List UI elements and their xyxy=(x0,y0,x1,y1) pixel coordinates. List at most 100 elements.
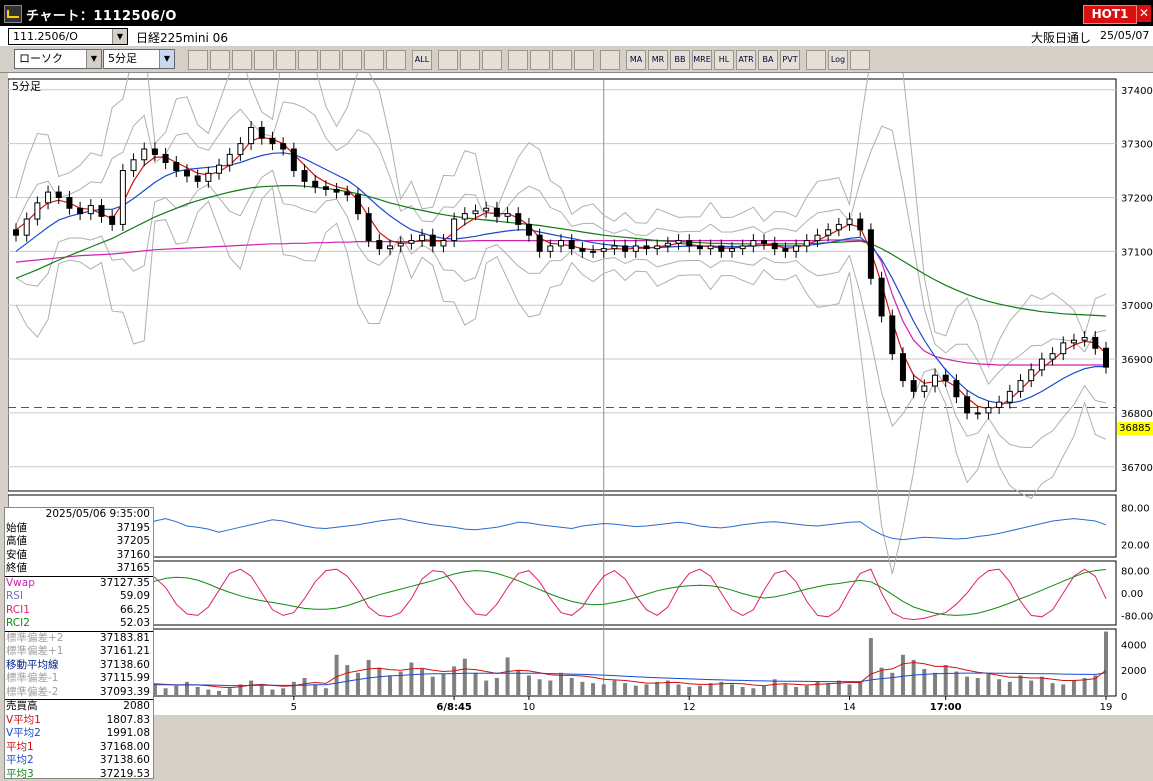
candle-body xyxy=(259,127,264,138)
candle-body xyxy=(922,386,927,391)
candle-body xyxy=(14,230,19,235)
undo-icon[interactable] xyxy=(298,50,318,70)
rsi-tick-label: 20.00 xyxy=(1121,541,1150,552)
cursor-icon[interactable] xyxy=(276,50,296,70)
hot-button[interactable]: HOT1 xyxy=(1083,5,1137,24)
candle-body xyxy=(505,214,510,217)
atr-icon[interactable]: ATR xyxy=(736,50,756,70)
trash-icon[interactable] xyxy=(342,50,362,70)
volume-bar xyxy=(1051,683,1055,696)
interval-select[interactable]: 5分足 ▼ xyxy=(103,49,175,69)
volume-bar xyxy=(805,686,809,696)
bb-icon[interactable]: BB xyxy=(670,50,690,70)
hl-icon[interactable]: HL xyxy=(714,50,734,70)
candle-body xyxy=(911,381,916,392)
info-key: 標準偏差+2 xyxy=(6,632,63,646)
ba-icon[interactable]: BA xyxy=(758,50,778,70)
candle-body xyxy=(986,408,991,413)
chevron-down-icon[interactable]: ▼ xyxy=(159,50,174,68)
blank-icon[interactable] xyxy=(600,50,620,70)
bars-icon[interactable] xyxy=(552,50,572,70)
brush-icon[interactable] xyxy=(460,50,480,70)
candle-body xyxy=(249,127,254,143)
volume-tick-label: 0 xyxy=(1121,692,1127,703)
volume-bar xyxy=(1008,682,1012,696)
volume-bar xyxy=(869,638,873,696)
volume-bar xyxy=(773,679,777,696)
candle-body xyxy=(430,235,435,246)
candle-body xyxy=(174,162,179,170)
volume-bar xyxy=(548,681,552,696)
window-icon[interactable] xyxy=(210,50,230,70)
volume-bar xyxy=(1040,677,1044,696)
note-icon[interactable] xyxy=(320,50,340,70)
pen-icon[interactable] xyxy=(232,50,252,70)
info-key: 標準偏差+1 xyxy=(6,645,63,659)
candle-body xyxy=(729,249,734,252)
volume-bar xyxy=(858,682,862,696)
close-button[interactable]: ✕ xyxy=(1137,5,1151,22)
volume-bar xyxy=(954,672,958,696)
info-key: 売買高 xyxy=(6,700,38,714)
mr-icon[interactable]: MR xyxy=(648,50,668,70)
info-row: 売買高 2080 xyxy=(5,699,153,714)
ma-icon[interactable]: MA xyxy=(626,50,646,70)
candle-body xyxy=(762,241,767,244)
volume-bar xyxy=(196,687,200,696)
volume-bar xyxy=(741,687,745,696)
candle-left-icon[interactable] xyxy=(364,50,384,70)
candle-body xyxy=(355,195,360,214)
chart-type-value: ローソク xyxy=(15,52,63,65)
chart-svg[interactable]: 3740037300372003710037000369003680036700… xyxy=(0,73,1153,715)
candle-body xyxy=(142,149,147,160)
volume-bar xyxy=(580,682,584,696)
symbol-select[interactable]: 111.2506/O ▼ xyxy=(8,28,128,45)
settings-icon[interactable] xyxy=(438,50,458,70)
instrument-name: 日経225mini 06 xyxy=(136,29,228,46)
candle-body xyxy=(868,230,873,278)
volume-bar xyxy=(730,684,734,696)
export-icon[interactable] xyxy=(850,50,870,70)
mre-icon[interactable]: MRE xyxy=(692,50,712,70)
info-value: 2080 xyxy=(123,700,150,714)
log-icon[interactable]: Log xyxy=(828,50,848,70)
color-icon[interactable] xyxy=(482,50,502,70)
candle-body xyxy=(644,246,649,249)
volume-bar xyxy=(441,674,445,696)
chevron-down-icon[interactable]: ▼ xyxy=(86,50,101,68)
panel-frame xyxy=(8,79,1116,491)
y-tick-label: 37200 xyxy=(1121,193,1153,204)
volume-bar xyxy=(463,659,467,696)
candle-body xyxy=(152,149,157,154)
eraser-icon[interactable] xyxy=(254,50,274,70)
candle-body xyxy=(900,354,905,381)
candle-body xyxy=(388,246,393,249)
chart-type-select[interactable]: ローソク ▼ xyxy=(14,49,102,69)
candle-body xyxy=(847,219,852,224)
zoom-icon[interactable] xyxy=(188,50,208,70)
candle-body xyxy=(110,216,115,224)
chevron-down-icon[interactable]: ▼ xyxy=(112,29,127,44)
x-tick-label: 12 xyxy=(683,702,696,713)
session-name: 大阪日通し xyxy=(1031,29,1091,46)
candle-body xyxy=(462,214,467,219)
volume-bar xyxy=(1072,681,1076,696)
volume-bar xyxy=(965,677,969,696)
candle-right-icon[interactable] xyxy=(386,50,406,70)
volume-bar xyxy=(281,688,285,696)
flag-icon[interactable] xyxy=(574,50,594,70)
all-icon[interactable]: ALL xyxy=(412,50,432,70)
info-key: 平均2 xyxy=(6,754,34,768)
candle-body xyxy=(56,192,61,197)
volume-bar xyxy=(751,688,755,696)
candle-body xyxy=(441,241,446,246)
pvt-icon[interactable]: PVT xyxy=(780,50,800,70)
search-icon[interactable] xyxy=(530,50,550,70)
box-icon[interactable] xyxy=(806,50,826,70)
import-icon[interactable] xyxy=(508,50,528,70)
y-tick-label: 37400 xyxy=(1121,86,1153,97)
